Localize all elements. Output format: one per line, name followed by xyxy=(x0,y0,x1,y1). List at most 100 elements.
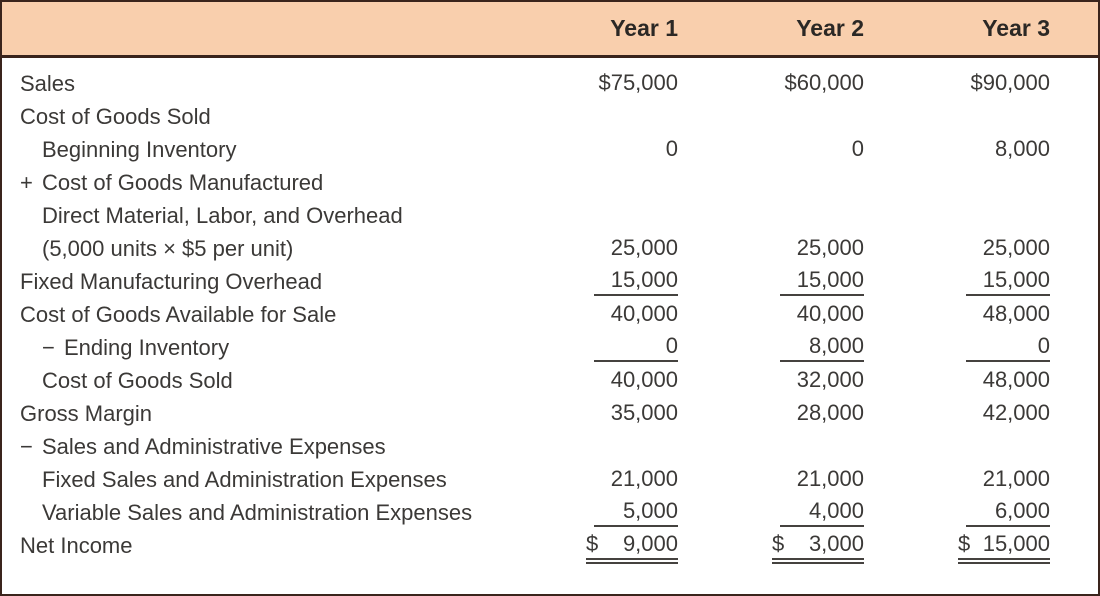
table-row: Direct Material, Labor, and Overhead xyxy=(2,199,1098,232)
currency-symbol: $ xyxy=(772,530,785,556)
value-cell-year-1: 40,000 xyxy=(517,298,692,331)
amount: 8,000 xyxy=(994,135,1050,161)
value-cell-year-1: 21,000 xyxy=(517,463,692,496)
value-cell-year-1 xyxy=(517,199,692,232)
value-cell-year-1: 5,000 xyxy=(517,496,692,529)
plus-sign: + xyxy=(20,169,33,195)
value-cell-year-3: 42,000 xyxy=(884,397,1098,430)
amount: 21,000 xyxy=(610,465,678,491)
value-cell-year-1: 25,000 xyxy=(517,232,692,265)
row-label: Net Income xyxy=(20,532,133,558)
table-row: (5,000 units × $5 per unit) 25,000 25,000 2… xyxy=(2,232,1098,265)
amount: 21,000 xyxy=(796,465,864,491)
value-cell-year-1: 0 xyxy=(517,133,692,166)
value-cell-year-3 xyxy=(884,430,1098,463)
row-label-cell: Net Income xyxy=(2,529,517,562)
value-cell-year-1: 15,000 xyxy=(517,265,692,298)
value-cell-year-1: 0 xyxy=(517,331,692,364)
amount: $3,000 xyxy=(772,530,864,565)
value-cell-year-3: 8,000 xyxy=(884,133,1098,166)
table-row: Variable Sales and Administration Expens… xyxy=(2,496,1098,529)
value-cell-year-3: 48,000 xyxy=(884,298,1098,331)
amount: 32,000 xyxy=(796,366,864,392)
value-cell-year-2: 25,000 xyxy=(692,232,884,265)
amount: 15,000 xyxy=(594,267,678,297)
value-cell-year-2: $3,000 xyxy=(692,529,884,565)
row-label-cell: Direct Material, Labor, and Overhead xyxy=(2,199,517,232)
table-row: Beginning Inventory 0 0 8,000 xyxy=(2,133,1098,166)
value-cell-year-1 xyxy=(517,430,692,463)
amount: 40,000 xyxy=(796,300,864,326)
amount: 25,000 xyxy=(982,234,1050,260)
amount-number: 3,000 xyxy=(808,530,864,556)
value-cell-year-2: 0 xyxy=(692,133,884,166)
row-label: Sales xyxy=(20,70,76,96)
value-cell-year-1 xyxy=(517,166,692,199)
amount: 35,000 xyxy=(610,399,678,425)
amount: 0 xyxy=(594,333,678,363)
amount: 48,000 xyxy=(982,300,1050,326)
table-row: Cost of Goods Sold xyxy=(2,100,1098,133)
row-label: Fixed Sales and Administration Expenses xyxy=(42,466,447,492)
value-cell-year-3 xyxy=(884,100,1098,133)
amount: 0 xyxy=(966,333,1050,363)
amount-number: 9,000 xyxy=(622,530,678,556)
value-cell-year-2 xyxy=(692,166,884,199)
row-label-cell: + Cost of Goods Manufactured xyxy=(2,166,517,199)
amount: 4,000 xyxy=(780,498,864,528)
row-label-cell: Beginning Inventory xyxy=(2,133,517,166)
row-label: Cost of Goods Sold xyxy=(20,103,211,129)
value-cell-year-1: 40,000 xyxy=(517,364,692,397)
row-label: Ending Inventory xyxy=(64,334,230,360)
header-year-3: Year 3 xyxy=(884,2,1098,58)
value-cell-year-2: 15,000 xyxy=(692,265,884,298)
value-cell-year-2: 32,000 xyxy=(692,364,884,397)
amount: $75,000 xyxy=(598,69,678,95)
value-cell-year-2: $60,000 xyxy=(692,57,884,101)
amount-number: 15,000 xyxy=(982,530,1050,556)
row-label: Fixed Manufacturing Overhead xyxy=(20,268,323,294)
amount: $90,000 xyxy=(970,69,1050,95)
amount: 28,000 xyxy=(796,399,864,425)
table-row: Cost of Goods Available for Sale 40,000 40… xyxy=(2,298,1098,331)
row-label: Sales and Administrative Expenses xyxy=(42,433,386,459)
value-cell-year-3: 48,000 xyxy=(884,364,1098,397)
amount: 42,000 xyxy=(982,399,1050,425)
value-cell-year-3: 6,000 xyxy=(884,496,1098,529)
row-label: Cost of Goods Sold xyxy=(42,367,233,393)
value-cell-year-3 xyxy=(884,199,1098,232)
value-cell-year-2: 21,000 xyxy=(692,463,884,496)
table-row: − Ending Inventory 0 8,000 0 xyxy=(2,331,1098,364)
amount: 0 xyxy=(851,135,864,161)
income-statement-table: Year 1 Year 2 Year 3 Sales $75,000 $60,000… xyxy=(2,2,1098,565)
amount: 6,000 xyxy=(966,498,1050,528)
table-row: Fixed Sales and Administration Expenses 2… xyxy=(2,463,1098,496)
value-cell-year-3: $90,000 xyxy=(884,57,1098,101)
amount: 25,000 xyxy=(610,234,678,260)
amount: 40,000 xyxy=(610,366,678,392)
table-row: − Sales and Administrative Expenses xyxy=(2,430,1098,463)
value-cell-year-3: 21,000 xyxy=(884,463,1098,496)
row-label: (5,000 units × $5 per unit) xyxy=(42,235,294,261)
amount: 48,000 xyxy=(982,366,1050,392)
value-cell-year-1: $75,000 xyxy=(517,57,692,101)
value-cell-year-2 xyxy=(692,100,884,133)
row-label: Gross Margin xyxy=(20,400,153,426)
amount: $15,000 xyxy=(958,530,1050,565)
currency-symbol: $ xyxy=(586,530,599,556)
value-cell-year-2: 8,000 xyxy=(692,331,884,364)
table-row: Gross Margin 35,000 28,000 42,000 xyxy=(2,397,1098,430)
amount: $9,000 xyxy=(586,530,678,565)
header-year-2: Year 2 xyxy=(692,2,884,58)
row-label-cell: − Ending Inventory xyxy=(2,331,517,364)
amount: 25,000 xyxy=(796,234,864,260)
value-cell-year-1: $9,000 xyxy=(517,529,692,565)
amount: $60,000 xyxy=(784,69,864,95)
row-label: Direct Material, Labor, and Overhead xyxy=(42,202,403,228)
row-label-cell: Cost of Goods Sold xyxy=(2,100,517,133)
row-label: Cost of Goods Available for Sale xyxy=(20,301,337,327)
row-label-cell: Fixed Manufacturing Overhead xyxy=(2,265,517,298)
header-label-cell xyxy=(2,2,517,58)
value-cell-year-1 xyxy=(517,100,692,133)
